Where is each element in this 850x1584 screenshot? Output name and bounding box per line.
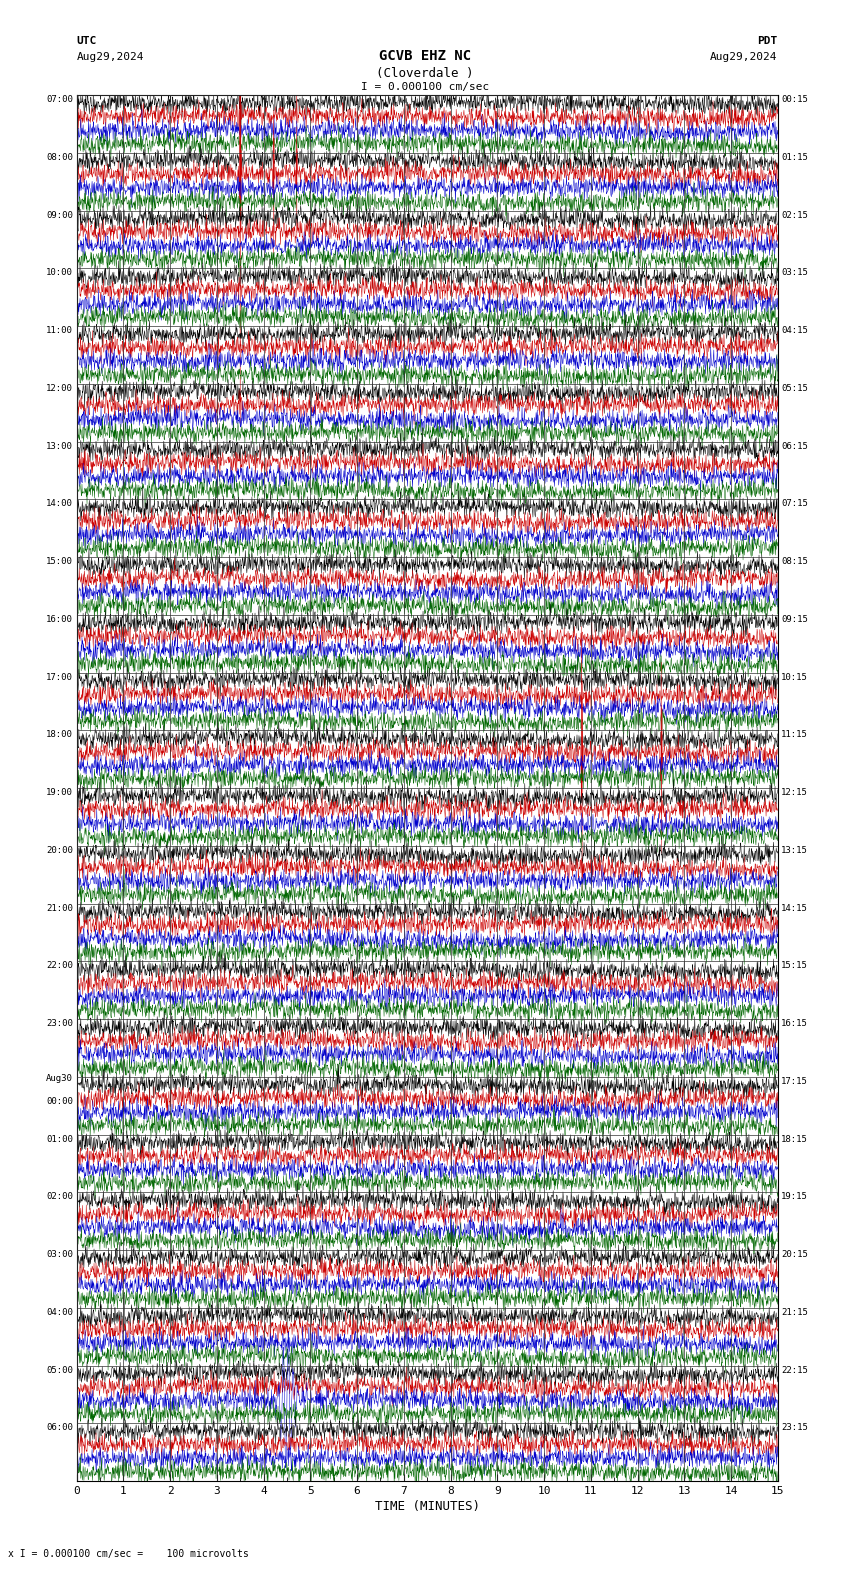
Text: 11:15: 11:15: [781, 730, 808, 740]
Text: 10:00: 10:00: [46, 268, 73, 277]
Text: Aug30: Aug30: [46, 1074, 73, 1082]
Text: 16:15: 16:15: [781, 1019, 808, 1028]
Text: 20:15: 20:15: [781, 1250, 808, 1259]
Text: 12:00: 12:00: [46, 383, 73, 393]
Text: 05:15: 05:15: [781, 383, 808, 393]
Text: 09:15: 09:15: [781, 615, 808, 624]
Text: 15:15: 15:15: [781, 961, 808, 971]
Text: 09:00: 09:00: [46, 211, 73, 220]
Text: I = 0.000100 cm/sec: I = 0.000100 cm/sec: [361, 82, 489, 92]
Text: 14:00: 14:00: [46, 499, 73, 508]
Text: 08:00: 08:00: [46, 152, 73, 162]
Text: 06:15: 06:15: [781, 442, 808, 450]
Text: 18:15: 18:15: [781, 1134, 808, 1144]
Text: PDT: PDT: [757, 36, 778, 46]
Text: 01:00: 01:00: [46, 1134, 73, 1144]
Text: 04:15: 04:15: [781, 326, 808, 336]
Text: Aug29,2024: Aug29,2024: [711, 52, 778, 62]
Text: 08:15: 08:15: [781, 558, 808, 565]
Text: 12:15: 12:15: [781, 789, 808, 797]
Text: 21:00: 21:00: [46, 903, 73, 912]
X-axis label: TIME (MINUTES): TIME (MINUTES): [375, 1500, 479, 1513]
Text: Aug29,2024: Aug29,2024: [76, 52, 144, 62]
Text: UTC: UTC: [76, 36, 97, 46]
Text: 02:00: 02:00: [46, 1193, 73, 1201]
Text: 06:00: 06:00: [46, 1424, 73, 1432]
Text: 21:15: 21:15: [781, 1308, 808, 1316]
Text: 07:00: 07:00: [46, 95, 73, 105]
Text: x I = 0.000100 cm/sec =    100 microvolts: x I = 0.000100 cm/sec = 100 microvolts: [8, 1549, 249, 1559]
Text: 00:15: 00:15: [781, 95, 808, 105]
Text: 03:00: 03:00: [46, 1250, 73, 1259]
Text: 17:15: 17:15: [781, 1077, 808, 1085]
Text: 02:15: 02:15: [781, 211, 808, 220]
Text: 22:15: 22:15: [781, 1365, 808, 1375]
Text: 17:00: 17:00: [46, 673, 73, 681]
Text: 15:00: 15:00: [46, 558, 73, 565]
Text: 18:00: 18:00: [46, 730, 73, 740]
Text: 05:00: 05:00: [46, 1365, 73, 1375]
Text: 03:15: 03:15: [781, 268, 808, 277]
Text: 04:00: 04:00: [46, 1308, 73, 1316]
Text: 14:15: 14:15: [781, 903, 808, 912]
Text: 13:15: 13:15: [781, 846, 808, 855]
Text: 23:15: 23:15: [781, 1424, 808, 1432]
Text: 22:00: 22:00: [46, 961, 73, 971]
Text: 13:00: 13:00: [46, 442, 73, 450]
Text: 20:00: 20:00: [46, 846, 73, 855]
Text: 00:00: 00:00: [46, 1098, 73, 1106]
Text: 19:15: 19:15: [781, 1193, 808, 1201]
Text: 01:15: 01:15: [781, 152, 808, 162]
Text: 11:00: 11:00: [46, 326, 73, 336]
Text: 16:00: 16:00: [46, 615, 73, 624]
Text: GCVB EHZ NC: GCVB EHZ NC: [379, 49, 471, 63]
Text: 10:15: 10:15: [781, 673, 808, 681]
Text: 23:00: 23:00: [46, 1019, 73, 1028]
Text: (Cloverdale ): (Cloverdale ): [377, 67, 473, 79]
Text: 07:15: 07:15: [781, 499, 808, 508]
Text: 19:00: 19:00: [46, 789, 73, 797]
